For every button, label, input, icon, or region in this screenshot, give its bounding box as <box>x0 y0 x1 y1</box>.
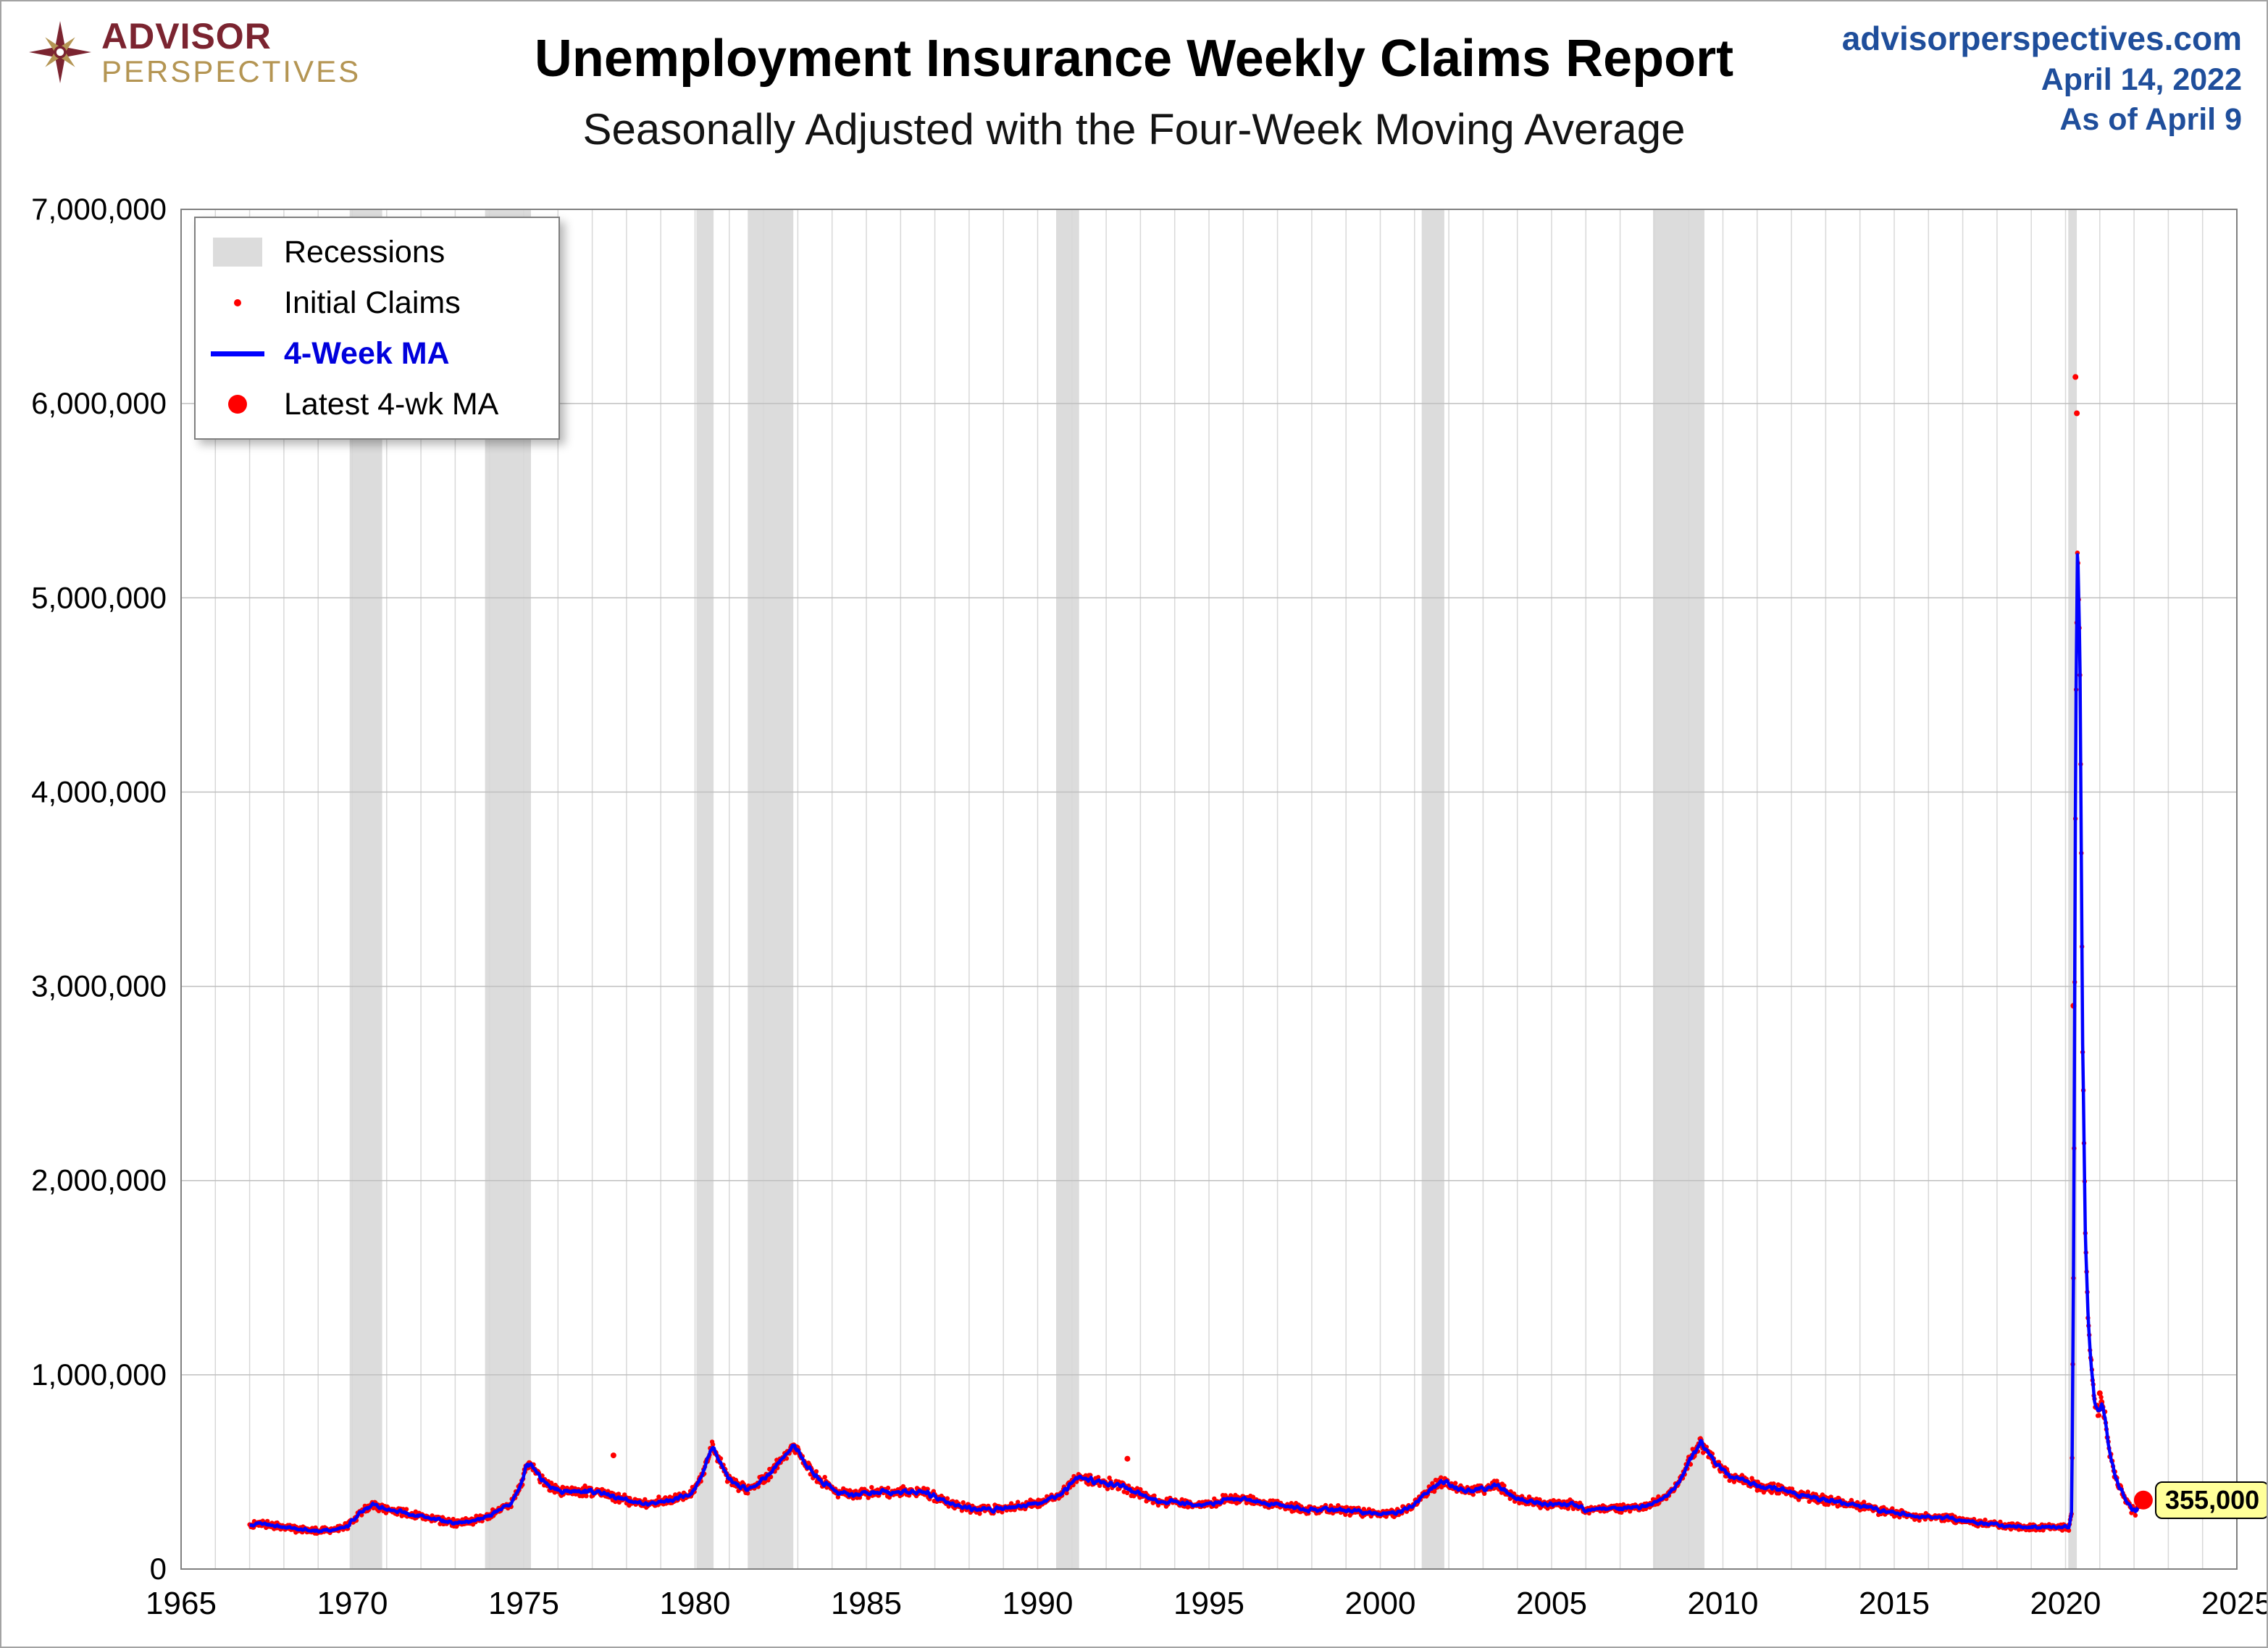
page-subtitle: Seasonally Adjusted with the Four-Week M… <box>582 105 1686 154</box>
x-axis-labels: 1965 1970 1975 1980 1985 1990 1995 2000 2005 2010… <box>146 1586 2268 1621</box>
svg-text:1985: 1985 <box>831 1586 902 1621</box>
compass-star-icon <box>29 21 91 84</box>
svg-text:2020: 2020 <box>2030 1586 2101 1621</box>
initial-claims-dots <box>247 374 2146 1536</box>
logo-advisor-text: ADVISOR <box>101 16 272 57</box>
legend-label-latest-ma: Latest 4-wk MA <box>284 386 499 422</box>
logo-perspectives-text: PERSPECTIVES <box>101 54 361 88</box>
legend-swatch-wrap <box>209 351 267 356</box>
svg-text:7,000,000: 7,000,000 <box>31 192 167 226</box>
recession-band-swatch <box>213 238 262 267</box>
report-date: April 14, 2022 <box>2041 62 2242 97</box>
svg-text:2005: 2005 <box>1516 1586 1587 1621</box>
legend-label-recessions: Recessions <box>284 234 445 269</box>
svg-text:6,000,000: 6,000,000 <box>31 386 167 420</box>
legend-item-latest-ma: Latest 4-wk MA <box>209 379 545 430</box>
latest-ma-dot-swatch <box>228 395 247 414</box>
as-of-date: As of April 9 <box>2059 101 2242 137</box>
legend-label-initial-claims: Initial Claims <box>284 285 461 320</box>
legend-item-initial-claims: Initial Claims <box>209 277 545 328</box>
initial-claims-dot-swatch <box>234 299 241 306</box>
svg-text:2010: 2010 <box>1688 1586 1759 1621</box>
legend-swatch-wrap <box>209 299 267 306</box>
ma-line <box>248 553 2146 1534</box>
latest-ma-dot <box>2133 1490 2153 1510</box>
svg-text:3,000,000: 3,000,000 <box>31 969 167 1003</box>
source-block: advisorperspectives.com April 14, 2022 A… <box>1842 17 2242 140</box>
svg-text:1965: 1965 <box>146 1586 217 1621</box>
svg-text:0: 0 <box>150 1552 167 1586</box>
advisor-perspectives-logo: ADVISOR PERSPECTIVES <box>29 17 361 88</box>
svg-text:2025: 2025 <box>2201 1586 2268 1621</box>
legend-item-recessions: Recessions <box>209 227 545 277</box>
svg-text:4,000,000: 4,000,000 <box>31 774 167 808</box>
legend-swatch-wrap <box>209 238 267 267</box>
svg-text:2,000,000: 2,000,000 <box>31 1163 167 1197</box>
chart-titles: Unemployment Insurance Weekly Claims Rep… <box>535 29 1733 154</box>
svg-text:1995: 1995 <box>1173 1586 1244 1621</box>
ma-line-swatch <box>211 351 264 356</box>
svg-text:1970: 1970 <box>317 1586 388 1621</box>
legend-item-4-week-ma: 4-Week MA <box>209 328 545 379</box>
legend-label-4-week-ma: 4-Week MA <box>284 335 450 371</box>
svg-text:1,000,000: 1,000,000 <box>31 1358 167 1392</box>
chart-legend: Recessions Initial Claims 4-Week MA Late… <box>194 217 560 440</box>
source-website[interactable]: advisorperspectives.com <box>1841 20 2242 57</box>
svg-text:1990: 1990 <box>1003 1586 1074 1621</box>
svg-text:5,000,000: 5,000,000 <box>31 580 167 614</box>
recession-bands <box>349 209 2077 1569</box>
page-title: Unemployment Insurance Weekly Claims Rep… <box>534 30 1734 88</box>
legend-swatch-wrap <box>209 395 267 414</box>
svg-text:2015: 2015 <box>1859 1586 1930 1621</box>
logo-text: ADVISOR PERSPECTIVES <box>101 17 361 88</box>
svg-text:1975: 1975 <box>488 1586 559 1621</box>
y-axis-labels: 0 1,000,000 2,000,000 3,000,000 4,000,000 5,0… <box>31 192 167 1586</box>
latest-value-label: 355,000 <box>2155 1481 2267 1519</box>
plot-border <box>180 209 2238 1570</box>
svg-text:2000: 2000 <box>1345 1586 1416 1621</box>
svg-text:1980: 1980 <box>660 1586 731 1621</box>
